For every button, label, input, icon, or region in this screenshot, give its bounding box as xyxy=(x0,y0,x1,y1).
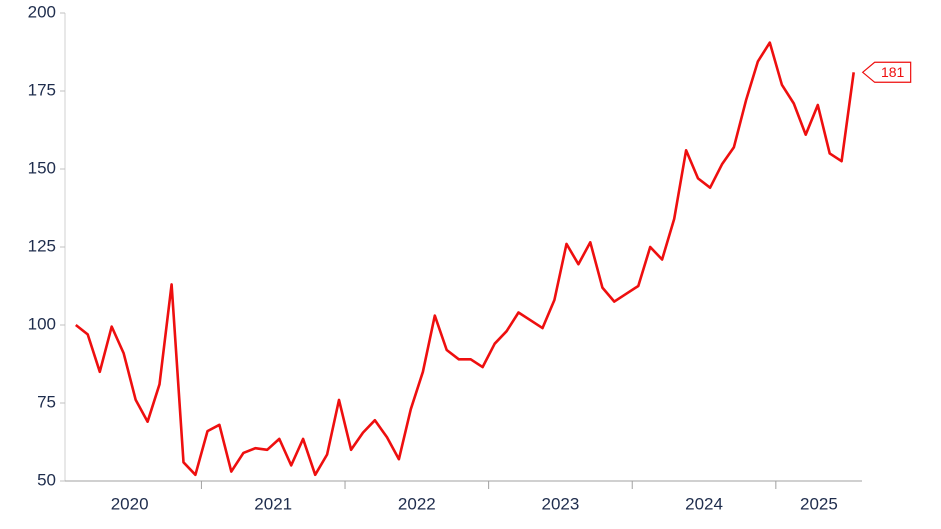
x-tick-label: 2020 xyxy=(111,494,149,513)
y-tick-label: 150 xyxy=(28,158,56,177)
callout-label: 181 xyxy=(881,64,905,80)
x-tick-label: 2025 xyxy=(800,494,838,513)
y-tick-label: 75 xyxy=(37,392,56,411)
callout-box xyxy=(861,61,912,83)
line-series xyxy=(74,41,855,477)
x-tick-label: 2024 xyxy=(685,494,723,513)
y-tick-label: 125 xyxy=(28,236,56,255)
x-tick-label: 2022 xyxy=(398,494,436,513)
x-tick-label: 2021 xyxy=(254,494,292,513)
y-tick-label: 175 xyxy=(28,80,56,99)
x-tick-label: 2023 xyxy=(542,494,580,513)
y-tick-label: 50 xyxy=(37,470,56,489)
y-tick-label: 200 xyxy=(28,2,56,21)
y-tick-label: 100 xyxy=(28,314,56,333)
